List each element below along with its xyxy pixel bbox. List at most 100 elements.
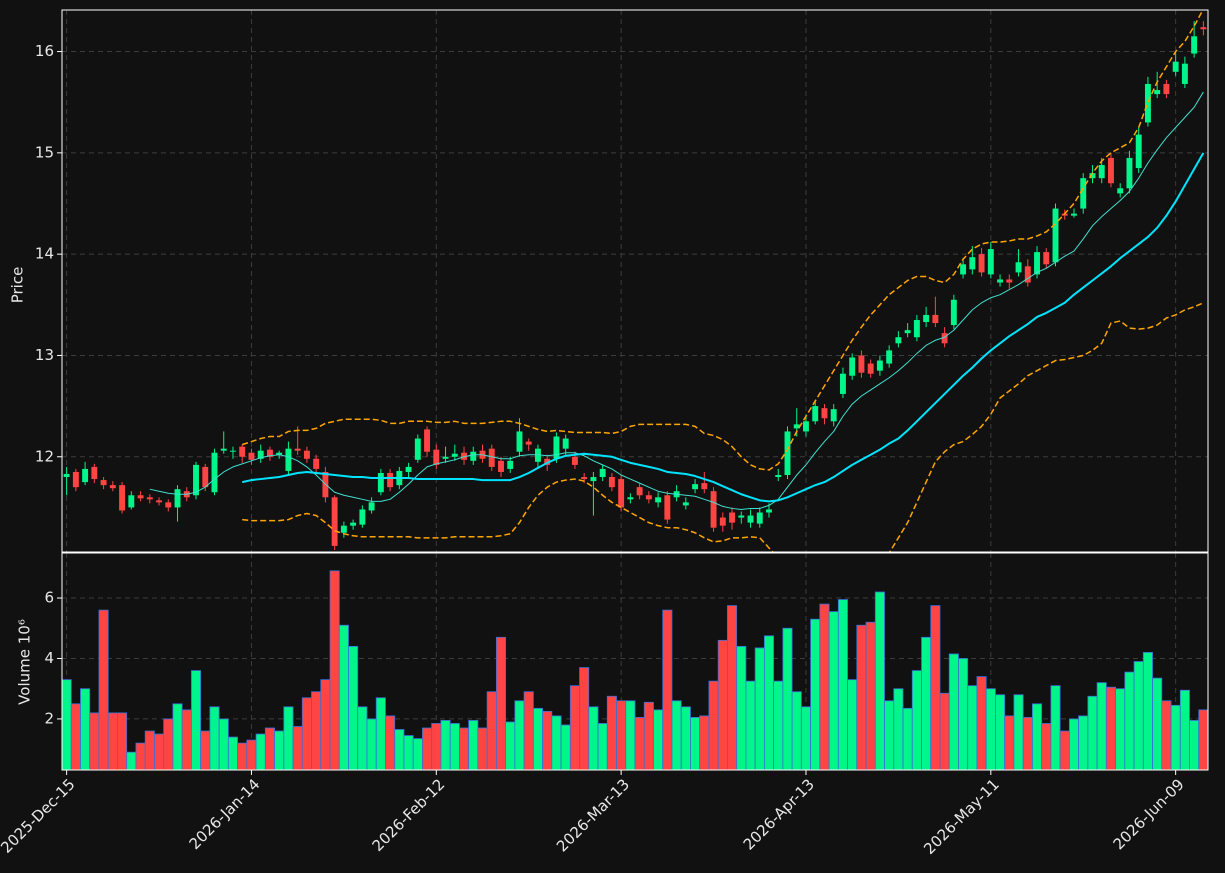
volume-bar xyxy=(422,727,433,770)
volume-bar xyxy=(791,691,802,770)
volume-bar xyxy=(560,724,571,770)
volume-bar xyxy=(847,679,858,770)
volume-bar xyxy=(616,700,627,770)
candle-body xyxy=(608,477,615,488)
volume-bar xyxy=(468,720,479,770)
volume-bar xyxy=(477,727,488,770)
volume-bar xyxy=(107,712,118,770)
volume-bar xyxy=(523,691,534,770)
volume-axis-label: Volume 10⁶ xyxy=(16,619,34,705)
candle-body xyxy=(664,495,671,520)
volume-bar xyxy=(717,639,728,770)
volume-bar xyxy=(459,727,470,770)
volume-bar xyxy=(163,718,174,770)
volume-bar xyxy=(634,717,645,770)
volume-bar xyxy=(828,611,839,770)
volume-bar xyxy=(385,715,396,770)
candle-body xyxy=(442,456,449,459)
candle-body xyxy=(1071,213,1077,216)
candle-body xyxy=(913,320,920,338)
volume-bar xyxy=(181,709,192,770)
volume-bar xyxy=(643,701,654,770)
candle-body xyxy=(1098,165,1105,179)
candle-body xyxy=(91,466,98,480)
candle-body xyxy=(618,479,625,508)
volume-bar xyxy=(588,706,599,770)
indicator-line xyxy=(149,91,1204,510)
candle-body xyxy=(248,452,255,460)
volume-bar xyxy=(874,591,885,770)
volume-bar xyxy=(394,729,405,770)
volume-bar xyxy=(690,717,701,770)
volume-bar xyxy=(1170,704,1181,770)
volume-bar xyxy=(1004,715,1015,770)
volume-bar xyxy=(1078,715,1089,770)
candle-body xyxy=(710,491,717,528)
candle-body xyxy=(1024,266,1031,283)
candle-body xyxy=(876,360,883,371)
volume-bar xyxy=(375,697,386,770)
volume-bar xyxy=(200,730,211,770)
volume-bar xyxy=(338,624,349,770)
volume-bar xyxy=(967,685,978,770)
candle-body xyxy=(156,500,162,503)
candle-body xyxy=(645,495,652,500)
candle-body xyxy=(100,480,107,486)
candle-body xyxy=(923,314,930,323)
candle-body xyxy=(581,477,588,480)
volume-frame xyxy=(61,552,1209,771)
candle-body xyxy=(1108,157,1114,184)
volume-bar xyxy=(1152,677,1163,770)
candle-body xyxy=(803,421,809,432)
volume-bar xyxy=(255,733,266,770)
volume-bar xyxy=(449,723,460,770)
volume-bar xyxy=(865,621,876,770)
volume-bar xyxy=(948,653,959,770)
candle-body xyxy=(1117,188,1124,194)
volume-bar xyxy=(227,736,238,770)
candle-body xyxy=(1191,36,1198,54)
volume-bar xyxy=(532,707,543,770)
candle-body xyxy=(488,448,495,467)
candle-body xyxy=(507,460,514,469)
candle-body xyxy=(414,438,421,460)
candle-body xyxy=(655,497,662,503)
candle-body xyxy=(137,495,144,499)
candle-body xyxy=(627,497,634,500)
volume-bar xyxy=(264,727,275,770)
candle-body xyxy=(1015,262,1022,273)
volume-bar xyxy=(736,645,747,770)
candle-body xyxy=(941,333,948,344)
volume-bar xyxy=(1022,717,1033,770)
volume-bar xyxy=(625,700,636,770)
candle-body xyxy=(498,460,504,472)
indicator-line xyxy=(242,152,1205,503)
volume-bar xyxy=(237,742,248,770)
candle-body xyxy=(599,468,606,478)
volume-bar xyxy=(1133,661,1144,770)
volume-bar xyxy=(329,570,340,770)
volume-bar xyxy=(856,624,867,770)
candle-body xyxy=(63,473,70,478)
volume-bar xyxy=(366,718,377,770)
indicator-line xyxy=(241,10,1204,471)
volume-bar xyxy=(1032,703,1043,770)
candle-body xyxy=(932,314,939,324)
volume-bar xyxy=(320,679,331,770)
y-tick-label: 4 xyxy=(44,649,54,667)
candle-body xyxy=(211,452,218,493)
volume-bar xyxy=(745,680,756,770)
candle-body xyxy=(109,485,116,489)
volume-bar xyxy=(1105,686,1116,770)
candle-body xyxy=(682,502,689,506)
candle-body xyxy=(997,279,1004,283)
candle-body xyxy=(1135,134,1142,169)
volume-bar xyxy=(218,718,229,770)
candle-body xyxy=(535,448,541,462)
candle-body xyxy=(1172,61,1179,72)
candle-body xyxy=(165,502,172,508)
volume-bar xyxy=(486,691,497,770)
volume-bar xyxy=(542,710,553,770)
volume-bar xyxy=(958,658,969,770)
volume-bar xyxy=(985,688,996,770)
